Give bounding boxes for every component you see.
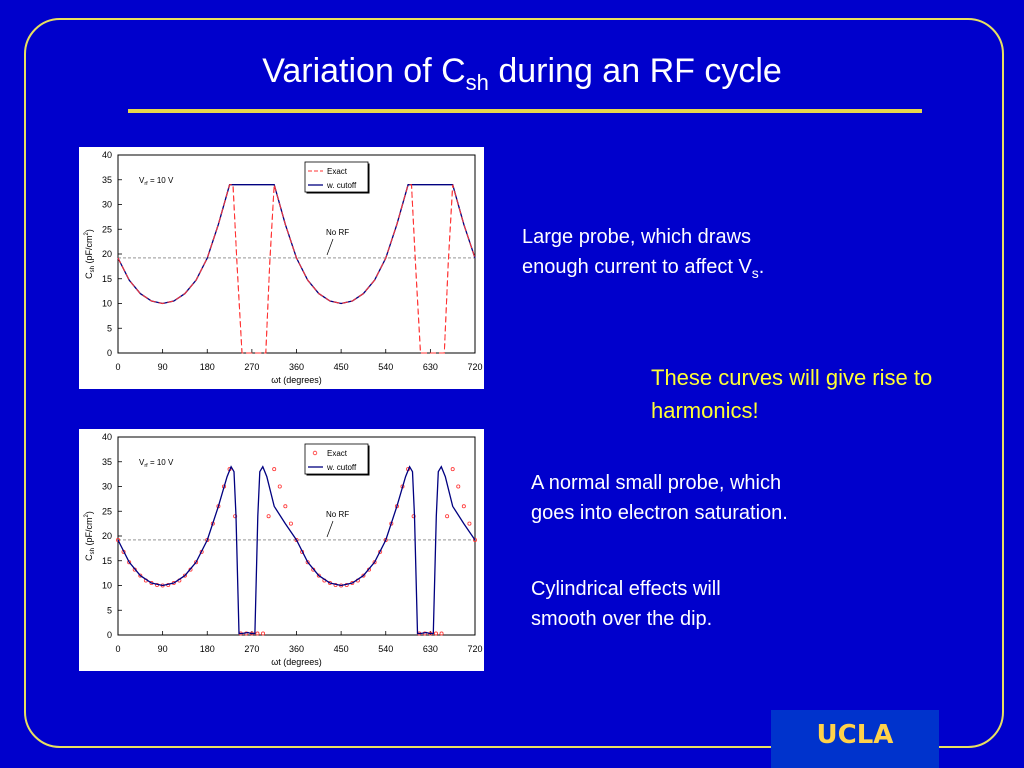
harmonics-text: These curves will give rise to harmonics… (651, 365, 933, 423)
x-tick-label: 360 (289, 362, 304, 372)
x-tick-label: 450 (334, 362, 349, 372)
y-tick-label: 20 (102, 249, 112, 259)
y-tick-label: 10 (102, 581, 112, 591)
x-tick-label: 90 (158, 644, 168, 654)
x-tick-label: 720 (467, 644, 482, 654)
title-underline (128, 109, 922, 113)
series-w-cutoff-line (117, 184, 476, 305)
y-axis-label: Csh (pF/cm2) (84, 229, 96, 279)
y-tick-label: 25 (102, 506, 112, 516)
vrf-annotation: Vrf = 10 V (139, 458, 174, 469)
chart-large-probe: 0 5 10 15 20 25 30 35 40 0 90 180 270 360 450 540 630 720… (79, 147, 484, 389)
no-rf-annotation: No RF (326, 228, 349, 237)
no-rf-arrow (326, 520, 334, 538)
data-point (283, 504, 288, 509)
legend-label: w. cutoff (326, 181, 357, 190)
chart-small-probe-svg: 0 5 10 15 20 25 30 35 40 0 90 180 270 360 450 540 630 720… (84, 432, 483, 667)
y-tick-label: 5 (107, 605, 112, 615)
data-point (255, 631, 260, 636)
data-point (316, 573, 321, 578)
legend (304, 443, 369, 475)
data-point (261, 631, 266, 636)
data-point (266, 514, 271, 519)
data-point (138, 573, 143, 578)
ucla-logo-text: UCLA (816, 720, 894, 750)
legend-label: Exact (327, 449, 348, 458)
data-point (433, 631, 438, 636)
ucla-logo: UCLA (771, 710, 939, 768)
data-point (461, 504, 466, 509)
y-tick-label: 0 (107, 630, 112, 640)
data-point (450, 467, 455, 472)
y-tick-label: 5 (107, 323, 112, 333)
chart-small-probe: 0 5 10 15 20 25 30 35 40 0 90 180 270 360 450 540 630 720… (79, 429, 484, 671)
x-axis-label: ωt (degrees) (271, 375, 322, 385)
y-tick-label: 30 (102, 482, 112, 492)
slide-frame (24, 18, 1004, 748)
y-tick-label: 15 (102, 274, 112, 284)
slide-title: Variation of Csh during an RF cycle (262, 52, 782, 95)
y-tick-label: 35 (102, 175, 112, 185)
y-tick-label: 30 (102, 200, 112, 210)
x-tick-label: 450 (334, 644, 349, 654)
data-point (288, 521, 293, 526)
x-axis-label: ωt (degrees) (271, 657, 322, 667)
x-tick-label: 270 (244, 362, 259, 372)
data-point (305, 560, 310, 565)
y-tick-label: 40 (102, 432, 112, 442)
x-tick-label: 0 (115, 362, 120, 372)
cylindrical-effects-text: Cylindrical effects will smooth over the… (531, 578, 721, 630)
data-point (182, 573, 187, 578)
data-point (294, 537, 299, 542)
series-exact-line (117, 184, 476, 354)
y-tick-label: 15 (102, 556, 112, 566)
legend (304, 161, 369, 193)
x-tick-label: 0 (115, 644, 120, 654)
series-exact (116, 467, 477, 636)
data-point (411, 514, 416, 519)
data-point (361, 573, 366, 578)
data-point (277, 484, 282, 489)
data-point (272, 467, 277, 472)
x-tick-label: 180 (200, 362, 215, 372)
small-probe-text: A normal small probe, which goes into el… (531, 472, 788, 524)
data-point (194, 560, 199, 565)
y-tick-label: 10 (102, 299, 112, 309)
legend-label: Exact (327, 167, 348, 176)
x-tick-label: 270 (244, 644, 259, 654)
x-tick-label: 540 (378, 644, 393, 654)
x-tick-label: 360 (289, 644, 304, 654)
data-point (127, 560, 132, 565)
x-tick-label: 630 (423, 362, 438, 372)
chart-large-probe-svg: 0 5 10 15 20 25 30 35 40 0 90 180 270 360 450 540 630 720… (84, 150, 483, 385)
x-tick-label: 540 (378, 362, 393, 372)
data-point (439, 631, 444, 636)
x-tick-label: 90 (158, 362, 168, 372)
data-point (372, 560, 377, 565)
y-tick-label: 40 (102, 150, 112, 160)
data-point (456, 484, 461, 489)
data-point (467, 521, 472, 526)
y-tick-label: 20 (102, 531, 112, 541)
large-probe-text: Large probe, which draws enough current … (522, 226, 765, 281)
no-rf-arrow (326, 238, 334, 256)
data-point (472, 537, 477, 542)
x-tick-label: 630 (423, 644, 438, 654)
legend-label: w. cutoff (326, 463, 357, 472)
series-w-cutoff-line (117, 465, 476, 635)
data-point (233, 514, 238, 519)
data-point (445, 514, 450, 519)
data-point (116, 537, 121, 542)
legend-swatch-exact (312, 450, 318, 456)
y-tick-label: 35 (102, 457, 112, 467)
vrf-annotation: Vrf = 10 V (139, 176, 174, 187)
x-tick-label: 720 (467, 362, 482, 372)
y-tick-label: 0 (107, 348, 112, 358)
y-tick-label: 25 (102, 224, 112, 234)
no-rf-annotation: No RF (326, 510, 349, 519)
x-tick-label: 180 (200, 644, 215, 654)
series-exact-line-overlay (117, 184, 476, 354)
y-axis-label: Csh (pF/cm2) (84, 511, 96, 561)
